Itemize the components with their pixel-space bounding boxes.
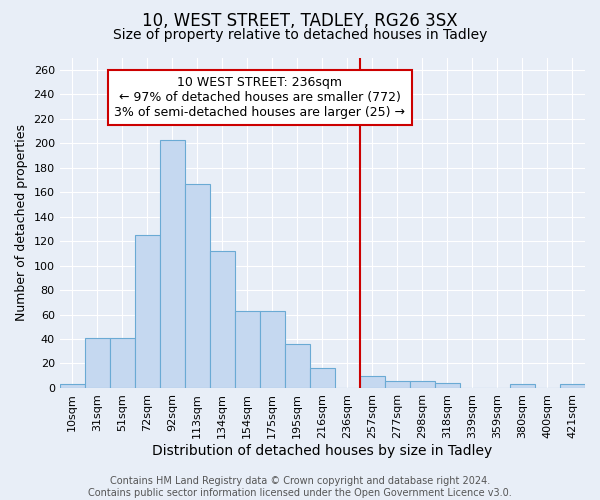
Bar xyxy=(385,380,410,388)
Bar xyxy=(560,384,585,388)
Bar xyxy=(510,384,535,388)
Bar xyxy=(360,376,385,388)
Bar xyxy=(85,338,110,388)
Bar xyxy=(285,344,310,388)
Bar xyxy=(235,311,260,388)
Text: Contains HM Land Registry data © Crown copyright and database right 2024.
Contai: Contains HM Land Registry data © Crown c… xyxy=(88,476,512,498)
Text: 10, WEST STREET, TADLEY, RG26 3SX: 10, WEST STREET, TADLEY, RG26 3SX xyxy=(142,12,458,30)
Bar xyxy=(310,368,335,388)
Y-axis label: Number of detached properties: Number of detached properties xyxy=(15,124,28,321)
Text: Size of property relative to detached houses in Tadley: Size of property relative to detached ho… xyxy=(113,28,487,42)
Bar xyxy=(260,311,285,388)
Bar xyxy=(59,384,85,388)
Bar xyxy=(410,380,435,388)
Bar xyxy=(185,184,210,388)
Bar xyxy=(135,235,160,388)
Bar xyxy=(435,383,460,388)
Bar xyxy=(110,338,135,388)
Text: 10 WEST STREET: 236sqm
← 97% of detached houses are smaller (772)
3% of semi-det: 10 WEST STREET: 236sqm ← 97% of detached… xyxy=(114,76,405,119)
Bar xyxy=(210,251,235,388)
Bar xyxy=(160,140,185,388)
X-axis label: Distribution of detached houses by size in Tadley: Distribution of detached houses by size … xyxy=(152,444,493,458)
